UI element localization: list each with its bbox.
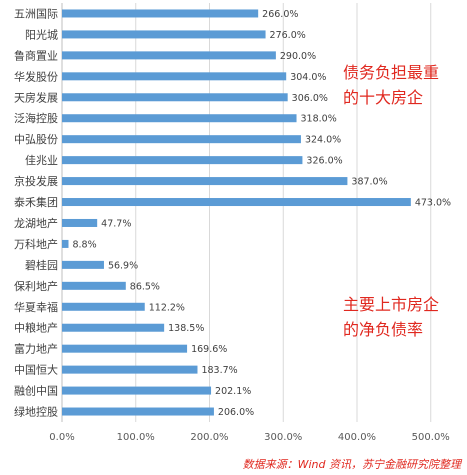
category-label: 富力地产 (14, 342, 58, 356)
bar (62, 72, 287, 81)
bar (62, 51, 276, 60)
category-label: 中粮地产 (14, 321, 58, 335)
bar (62, 386, 212, 395)
bar (62, 177, 348, 186)
bar (62, 198, 411, 207)
annotation-bottom: 主要上市房企 的净负债率 (343, 292, 439, 342)
x-tick-label: 100.0% (117, 432, 155, 443)
bar (62, 30, 266, 39)
value-label: 326.0% (306, 156, 342, 167)
value-label: 112.2% (149, 302, 185, 313)
value-label: 138.5% (168, 323, 204, 334)
category-label: 天房发展 (14, 90, 58, 104)
category-label: 融创中国 (14, 385, 58, 398)
category-label: 五洲国际 (14, 7, 58, 20)
category-label: 碧桂园 (25, 258, 58, 272)
value-label: 56.9% (108, 260, 138, 271)
bar (62, 9, 259, 18)
value-label: 8.8% (72, 239, 96, 250)
value-label: 169.6% (191, 344, 227, 355)
category-label: 泰禾集团 (14, 195, 58, 209)
category-label: 鲁商置业 (14, 48, 58, 62)
bar (62, 281, 126, 290)
value-label: 290.0% (280, 51, 316, 62)
category-label: 保利地产 (14, 279, 58, 293)
category-label: 中弘股份 (14, 133, 58, 146)
category-label: 万科地产 (14, 237, 58, 251)
value-labels: 266.0% 276.0% 290.0% 304.0% 306.0% 318.0% 324.… (72, 9, 451, 418)
value-label: 324.0% (305, 135, 341, 146)
value-label: 387.0% (351, 177, 387, 188)
bar (62, 218, 98, 227)
value-label: 318.0% (301, 114, 337, 125)
category-label: 中国恒大 (14, 363, 58, 377)
category-label: 佳兆业 (25, 153, 58, 167)
bar (62, 323, 165, 332)
x-axis-ticks: 0.0% 100.0% 200.0% 300.0% 400.0% 500.0% (49, 432, 450, 443)
category-label: 阳光城 (25, 27, 58, 41)
bar (62, 407, 214, 416)
value-label: 473.0% (415, 198, 451, 209)
annotation-top-line-2: 的十大房企 (343, 88, 424, 107)
x-tick-label: 200.0% (190, 432, 228, 443)
category-label: 泛海控股 (14, 111, 58, 125)
value-label: 266.0% (262, 9, 298, 20)
value-label: 47.7% (101, 218, 131, 229)
annotation-top-line-1: 债务负担最重 (343, 63, 440, 82)
bar (62, 365, 198, 374)
category-label: 京投发展 (14, 174, 58, 188)
value-label: 304.0% (290, 72, 326, 83)
bar (62, 156, 303, 165)
value-label: 202.1% (215, 386, 251, 397)
x-tick-label: 500.0% (412, 432, 450, 443)
source-background (0, 456, 467, 475)
value-label: 276.0% (270, 30, 306, 41)
bar (62, 114, 297, 123)
value-label: 206.0% (218, 407, 254, 418)
annotation-top: 债务负担最重 的十大房企 (343, 60, 439, 110)
category-label: 华夏幸福 (14, 300, 58, 314)
data-source-note: 数据来源：Wind 资讯，苏宁金融研究院整理 (242, 458, 461, 471)
value-label: 306.0% (292, 93, 328, 104)
bars (62, 9, 411, 416)
annotation-bottom-line-1: 主要上市房企 (343, 295, 440, 314)
x-tick-label: 400.0% (338, 432, 376, 443)
bar (62, 344, 188, 353)
bar (62, 239, 69, 248)
category-label: 华发股份 (14, 69, 58, 83)
bar (62, 93, 288, 102)
category-labels: 五洲国际阳光城鲁商置业华发股份天房发展泛海控股中弘股份佳兆业京投发展泰禾集团龙湖… (14, 7, 58, 418)
x-tick-label: 300.0% (264, 432, 302, 443)
category-label: 绿地控股 (14, 405, 58, 419)
x-tick-label: 0.0% (49, 432, 74, 443)
value-label: 86.5% (130, 281, 160, 292)
bar (62, 302, 145, 311)
value-label: 183.7% (201, 365, 237, 376)
annotation-bottom-line-2: 的净负债率 (343, 320, 424, 339)
bar (62, 135, 301, 144)
category-label: 龙湖地产 (14, 216, 58, 230)
bar (62, 260, 104, 269)
